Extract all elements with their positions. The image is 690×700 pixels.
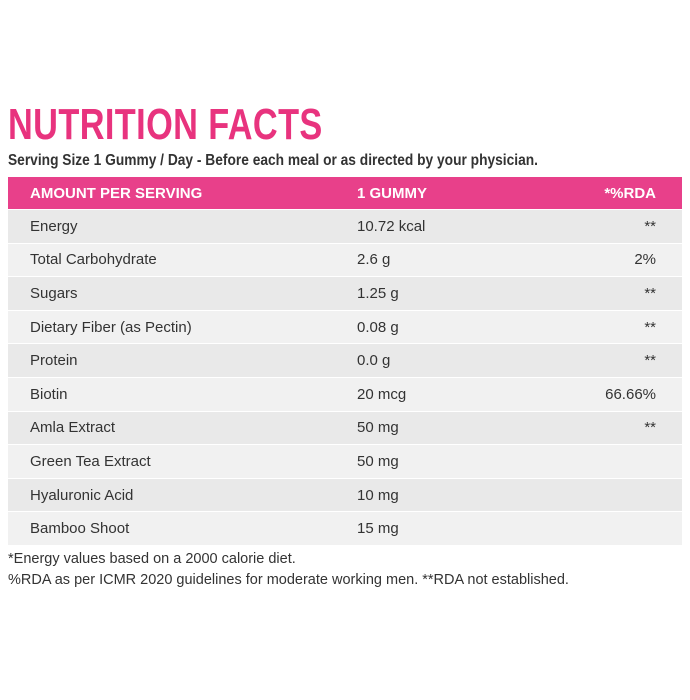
table-cell: Hyaluronic Acid (30, 486, 134, 504)
table-cell: Dietary Fiber (as Pectin) (30, 318, 192, 336)
table-cell: Biotin (30, 385, 68, 403)
table-row: Biotin 20 mcg 66.66% (8, 377, 682, 412)
footnote: *Energy values based on a 2000 calorie d… (8, 551, 296, 567)
table-cell: 66.66% (605, 385, 656, 403)
table-row: Amla Extract 50 mg ** (8, 411, 682, 446)
table-cell: 50 mg (357, 419, 399, 437)
header-row: AMOUNT PER SERVING 1 GUMMY *%RDA (8, 177, 682, 210)
table-cell: ** (644, 318, 656, 336)
table-cell: 10.72 kcal (357, 217, 426, 235)
table-row: Total Carbohydrate 2.6 g 2% (8, 243, 682, 278)
table-cell: 15 mg (357, 520, 399, 538)
table-row: Sugars 1.25 g ** (8, 277, 682, 311)
table-cell: Green Tea Extract (30, 452, 151, 470)
table-cell: 10 mg (357, 486, 399, 504)
table-cell: 2% (634, 251, 656, 269)
column-header: 1 GUMMY (357, 184, 428, 202)
table-cell: 50 mg (357, 452, 399, 470)
table-cell: 20 mcg (357, 385, 407, 403)
table-cell: 0.0 g (357, 352, 391, 370)
table-cell: 2.6 g (357, 251, 391, 269)
table-cell: Energy (30, 217, 78, 235)
table-cell: 1.25 g (357, 284, 399, 302)
column-header: *%RDA (604, 184, 656, 202)
table-row: Protein 0.0 g ** (8, 344, 682, 378)
table-cell: ** (644, 284, 656, 302)
table-row: Bamboo Shoot 15 mg (8, 512, 682, 546)
table-cell: Bamboo Shoot (30, 520, 130, 538)
footnote: %RDA as per ICMR 2020 guidelines for mod… (8, 572, 569, 588)
table-cell: Protein (30, 352, 78, 370)
table-cell: Sugars (30, 284, 78, 302)
table-cell: Total Carbohydrate (30, 251, 157, 269)
table-row: Hyaluronic Acid 10 mg (8, 478, 682, 513)
subtitle: Serving Size 1 Gummy / Day - Before each… (8, 152, 538, 169)
column-header: AMOUNT PER SERVING (30, 184, 203, 202)
table-row: Dietary Fiber (as Pectin) 0.08 g ** (8, 310, 682, 345)
table-cell: ** (644, 217, 656, 235)
table-cell: 0.08 g (357, 318, 399, 336)
table-row: Green Tea Extract 50 mg (8, 445, 682, 479)
table-cell: Amla Extract (30, 419, 116, 437)
table-row: Energy 10.72 kcal ** (8, 210, 682, 244)
table-cell: ** (644, 352, 656, 370)
title: NUTRITION FACTS (8, 100, 323, 149)
table-cell: ** (644, 419, 656, 437)
nutrition-table: AMOUNT PER SERVING 1 GUMMY *%RDA Energy 1… (8, 177, 682, 546)
